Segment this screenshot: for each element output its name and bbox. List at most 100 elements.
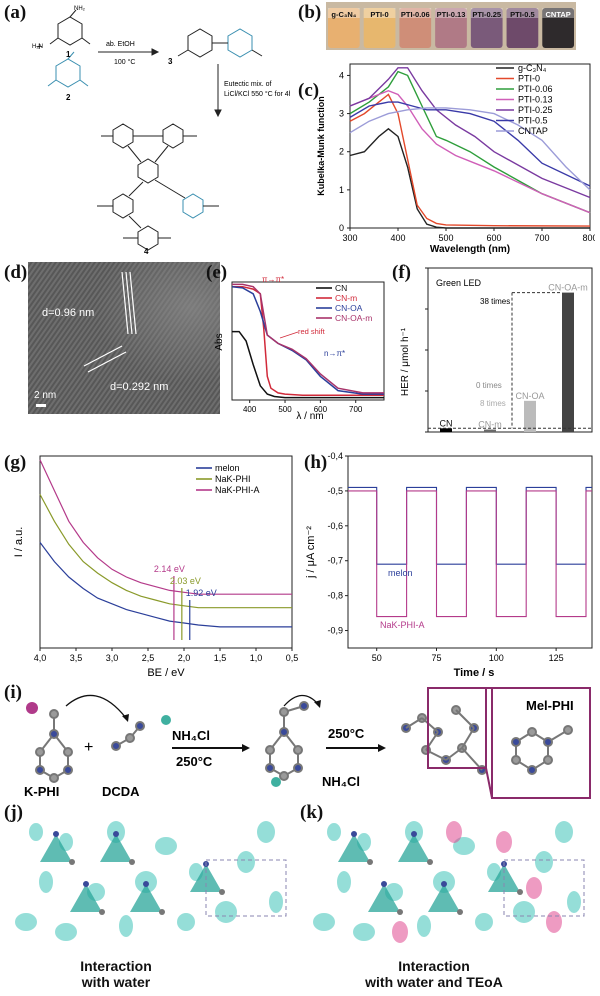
panel-i-scheme: + K-PHI DCDA NH₄Cl 250°C 250°C NH₄Cl Mel… — [6, 682, 598, 800]
h-xtick-label: 50 — [372, 653, 382, 663]
temp-step2: 250°C — [328, 726, 365, 741]
panel-k-sim: Interaction with water and TEoA — [304, 802, 598, 996]
nh4cl-reagent: NH₄Cl — [172, 728, 210, 743]
vial-label-5: PTI-0.5 — [510, 10, 535, 19]
j-density-12 — [29, 823, 43, 841]
c-ytick-label: 2 — [339, 147, 344, 157]
h-series-1 — [347, 490, 592, 618]
g-xtick-label: 3,0 — [106, 653, 119, 663]
h-xtick-label: 75 — [432, 653, 442, 663]
j-density-3 — [39, 871, 53, 893]
g-xtick-label: 3,5 — [70, 653, 83, 663]
vial-cap-3 — [435, 8, 467, 18]
e-legend-label-0: CN — [335, 283, 347, 293]
j-highlight-box — [205, 859, 287, 917]
j-heptazine-3 — [130, 884, 162, 912]
vial-cap-0 — [328, 8, 360, 18]
j-heptazine-2 — [70, 884, 102, 912]
panel-g-chart: 4,0 3,5 3,0 2,5 2,0 1,5 1,0 0,5 BE / eV I / a.u. m… — [6, 452, 300, 678]
j-density-9 — [119, 915, 133, 937]
c-legend-label-5: PTI-0.5 — [518, 116, 548, 126]
j-density-11 — [215, 901, 237, 923]
plus-sign-i: + — [84, 739, 93, 756]
e-legend-label-3: CN-OA-m — [335, 313, 372, 323]
c-series-6 — [349, 107, 591, 191]
j-atom-c-1 — [129, 859, 135, 865]
h-xtick-label: 100 — [489, 653, 504, 663]
tem-image: d=0.96 nm d=0.292 nm 2 nm — [28, 262, 220, 414]
k-density-7 — [535, 851, 553, 873]
k-density-12 — [327, 823, 341, 841]
f-ann-0: 0 times — [476, 381, 502, 390]
vial-label-6: CNTAP — [546, 10, 571, 19]
j-atom-n-0 — [53, 831, 59, 837]
h-xlabel: Time / s — [454, 667, 495, 678]
step1-reagent: ab. EtOH — [106, 41, 135, 48]
vial-cap-2 — [399, 8, 432, 18]
h-ytick-label: -0,7 — [327, 556, 343, 566]
k-caption-2: with water and TEoA — [365, 974, 503, 990]
vial-cap-4 — [470, 8, 503, 18]
vial-1 — [363, 8, 396, 48]
c-series-0 — [349, 127, 590, 229]
panel-h-chart: 50 75 100 125 -0,4 -0,5 -0,6 -0,7 -0,8 -0,9 Time /… — [304, 452, 598, 678]
e-annotation-redshift: red shift — [298, 327, 326, 336]
panel-c-chart: 300 400 500 600 700 800 0 1 2 3 4 Wavelength (nm) Ku… — [310, 56, 595, 256]
panel-a-scheme: 1 2 3 4 + ab. EtOH 100 °C Eutectic mix. … — [28, 2, 290, 255]
c-ytick-label: 3 — [339, 109, 344, 119]
panel-f-label: (f) — [392, 262, 411, 283]
k-density-15 — [567, 891, 581, 913]
k-atom-n-0 — [351, 831, 357, 837]
d-spacing-2: d=0.292 nm — [110, 381, 168, 393]
c-legend-label-3: PTI-0.13 — [518, 95, 553, 105]
j-atom-n-1 — [113, 831, 119, 837]
j-heptazine-0 — [40, 834, 72, 862]
km-chart: 300 400 500 600 700 800 0 1 2 3 4 Wavelength (nm) Ku… — [316, 63, 595, 255]
vial-2 — [399, 8, 432, 48]
vial-label-0: g-C₃N₄ — [331, 10, 356, 19]
reaction-scheme-diagram: 1 2 3 4 + ab. EtOH 100 °C Eutectic mix. … — [32, 6, 290, 255]
compound-2-label: 2 — [66, 93, 71, 102]
h-ytick-label: -0,5 — [327, 486, 343, 496]
vial-cap-1 — [363, 8, 396, 18]
g-series-0 — [39, 542, 292, 628]
panel-e-chart: 400 500 600 700 λ / nm Abs CN CN-m CN-OA CN-OA-m π… — [206, 262, 390, 422]
f-bar-label-2: CN-OA — [516, 391, 545, 401]
k-highlight-box — [503, 859, 585, 917]
g-xtick-label: 2,0 — [178, 653, 191, 663]
water-teoa-interaction-image — [313, 821, 585, 943]
compound-3-label: 3 — [168, 57, 173, 66]
e-xtick-label: 400 — [243, 405, 257, 414]
e-xtick-label: 700 — [349, 405, 363, 414]
g-onset-label-0: 2.14 eV — [154, 564, 185, 574]
vial-4 — [470, 8, 503, 48]
vial-label-4: PTI-0.25 — [472, 10, 501, 19]
g-xtick-label: 1,5 — [214, 653, 227, 663]
c-legend-label-6: CNTAP — [518, 126, 548, 136]
step1-temp: 100 °C — [114, 58, 135, 66]
f-bar-label-0: CN — [440, 418, 453, 428]
k-density-8 — [353, 923, 375, 941]
e-series-3 — [232, 283, 384, 394]
j-density-7 — [237, 851, 255, 873]
j-density-14 — [15, 913, 37, 931]
g-axes-frame — [39, 455, 293, 649]
vial-5 — [506, 8, 539, 48]
c-xtick-label: 600 — [486, 233, 501, 243]
k-heptazine-2 — [368, 884, 400, 912]
e-legend-label-1: CN-m — [335, 293, 357, 303]
c-xtick-label: 300 — [342, 233, 357, 243]
e-xtick-label: 500 — [278, 405, 292, 414]
k-atom-c-4 — [517, 889, 523, 895]
nh2-group: NH₂ — [74, 6, 86, 12]
zoom-box — [427, 687, 487, 769]
temp-step1: 250°C — [176, 754, 213, 769]
g-xtick-label: 1,0 — [250, 653, 263, 663]
h-ylabel: j / μA cm⁻² — [305, 526, 317, 579]
j-atom-c-3 — [159, 909, 165, 915]
f-bar-0 — [440, 428, 452, 432]
panel-d-tem: d=0.96 nm d=0.292 nm 2 nm — [28, 262, 220, 414]
k-density-14 — [313, 913, 335, 931]
photocurrent-chart: 50 75 100 125 -0,4 -0,5 -0,6 -0,7 -0,8 -0,9 Time /… — [305, 452, 593, 678]
